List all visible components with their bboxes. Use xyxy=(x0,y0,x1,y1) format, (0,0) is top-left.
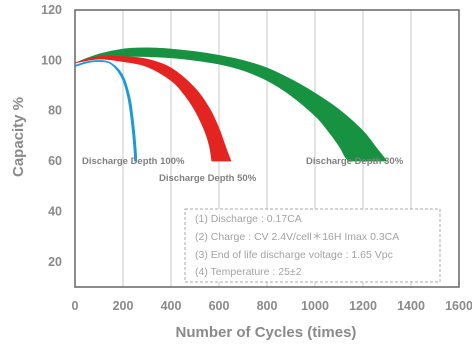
band-discharge-depth-100- xyxy=(75,60,137,161)
y-axis-title: Capacity % xyxy=(10,97,27,177)
x-tick-label-1200: 1200 xyxy=(349,299,377,313)
x-axis-title: Number of Cycles (times) xyxy=(176,324,357,341)
condition-discharge: (1) Discharge : 0.17CA xyxy=(195,213,302,225)
x-tick-label-0: 0 xyxy=(72,299,79,313)
band-discharge-depth-50- xyxy=(75,56,231,161)
x-tick-label-1000: 1000 xyxy=(301,299,329,313)
series-label-depth-30: Discharge Depth 30% xyxy=(306,156,404,167)
series-label-depth-100: Discharge Depth 100% xyxy=(82,156,185,167)
y-tick-label-100: 100 xyxy=(41,53,62,67)
band-discharge-depth-30- xyxy=(75,48,387,161)
x-tick-label-1600: 1600 xyxy=(445,299,472,313)
y-tick-label-20: 20 xyxy=(48,255,62,269)
x-tick-label-200: 200 xyxy=(113,299,134,313)
y-tick-label-40: 40 xyxy=(48,204,62,218)
test-conditions-box: (1) Discharge : 0.17CA (2) Charge : CV 2… xyxy=(185,209,440,282)
series-bands xyxy=(75,48,387,161)
condition-end-voltage: (3) End of life discharge voltage : 1.65… xyxy=(195,249,393,261)
x-tick-label-800: 800 xyxy=(257,299,278,313)
condition-temperature: (4) Temperature : 25±2 xyxy=(195,266,302,278)
x-tick-label-1400: 1400 xyxy=(397,299,425,313)
series-label-depth-50: Discharge Depth 50% xyxy=(159,173,257,184)
condition-charge: (2) Charge : CV 2.4V/cell＊16H Imax 0.3CA xyxy=(195,231,399,243)
y-tick-label-60: 60 xyxy=(48,154,62,168)
y-tick-label-120: 120 xyxy=(41,3,62,17)
x-tick-label-400: 400 xyxy=(161,299,182,313)
x-tick-label-600: 600 xyxy=(209,299,230,313)
y-tick-label-80: 80 xyxy=(48,104,62,118)
